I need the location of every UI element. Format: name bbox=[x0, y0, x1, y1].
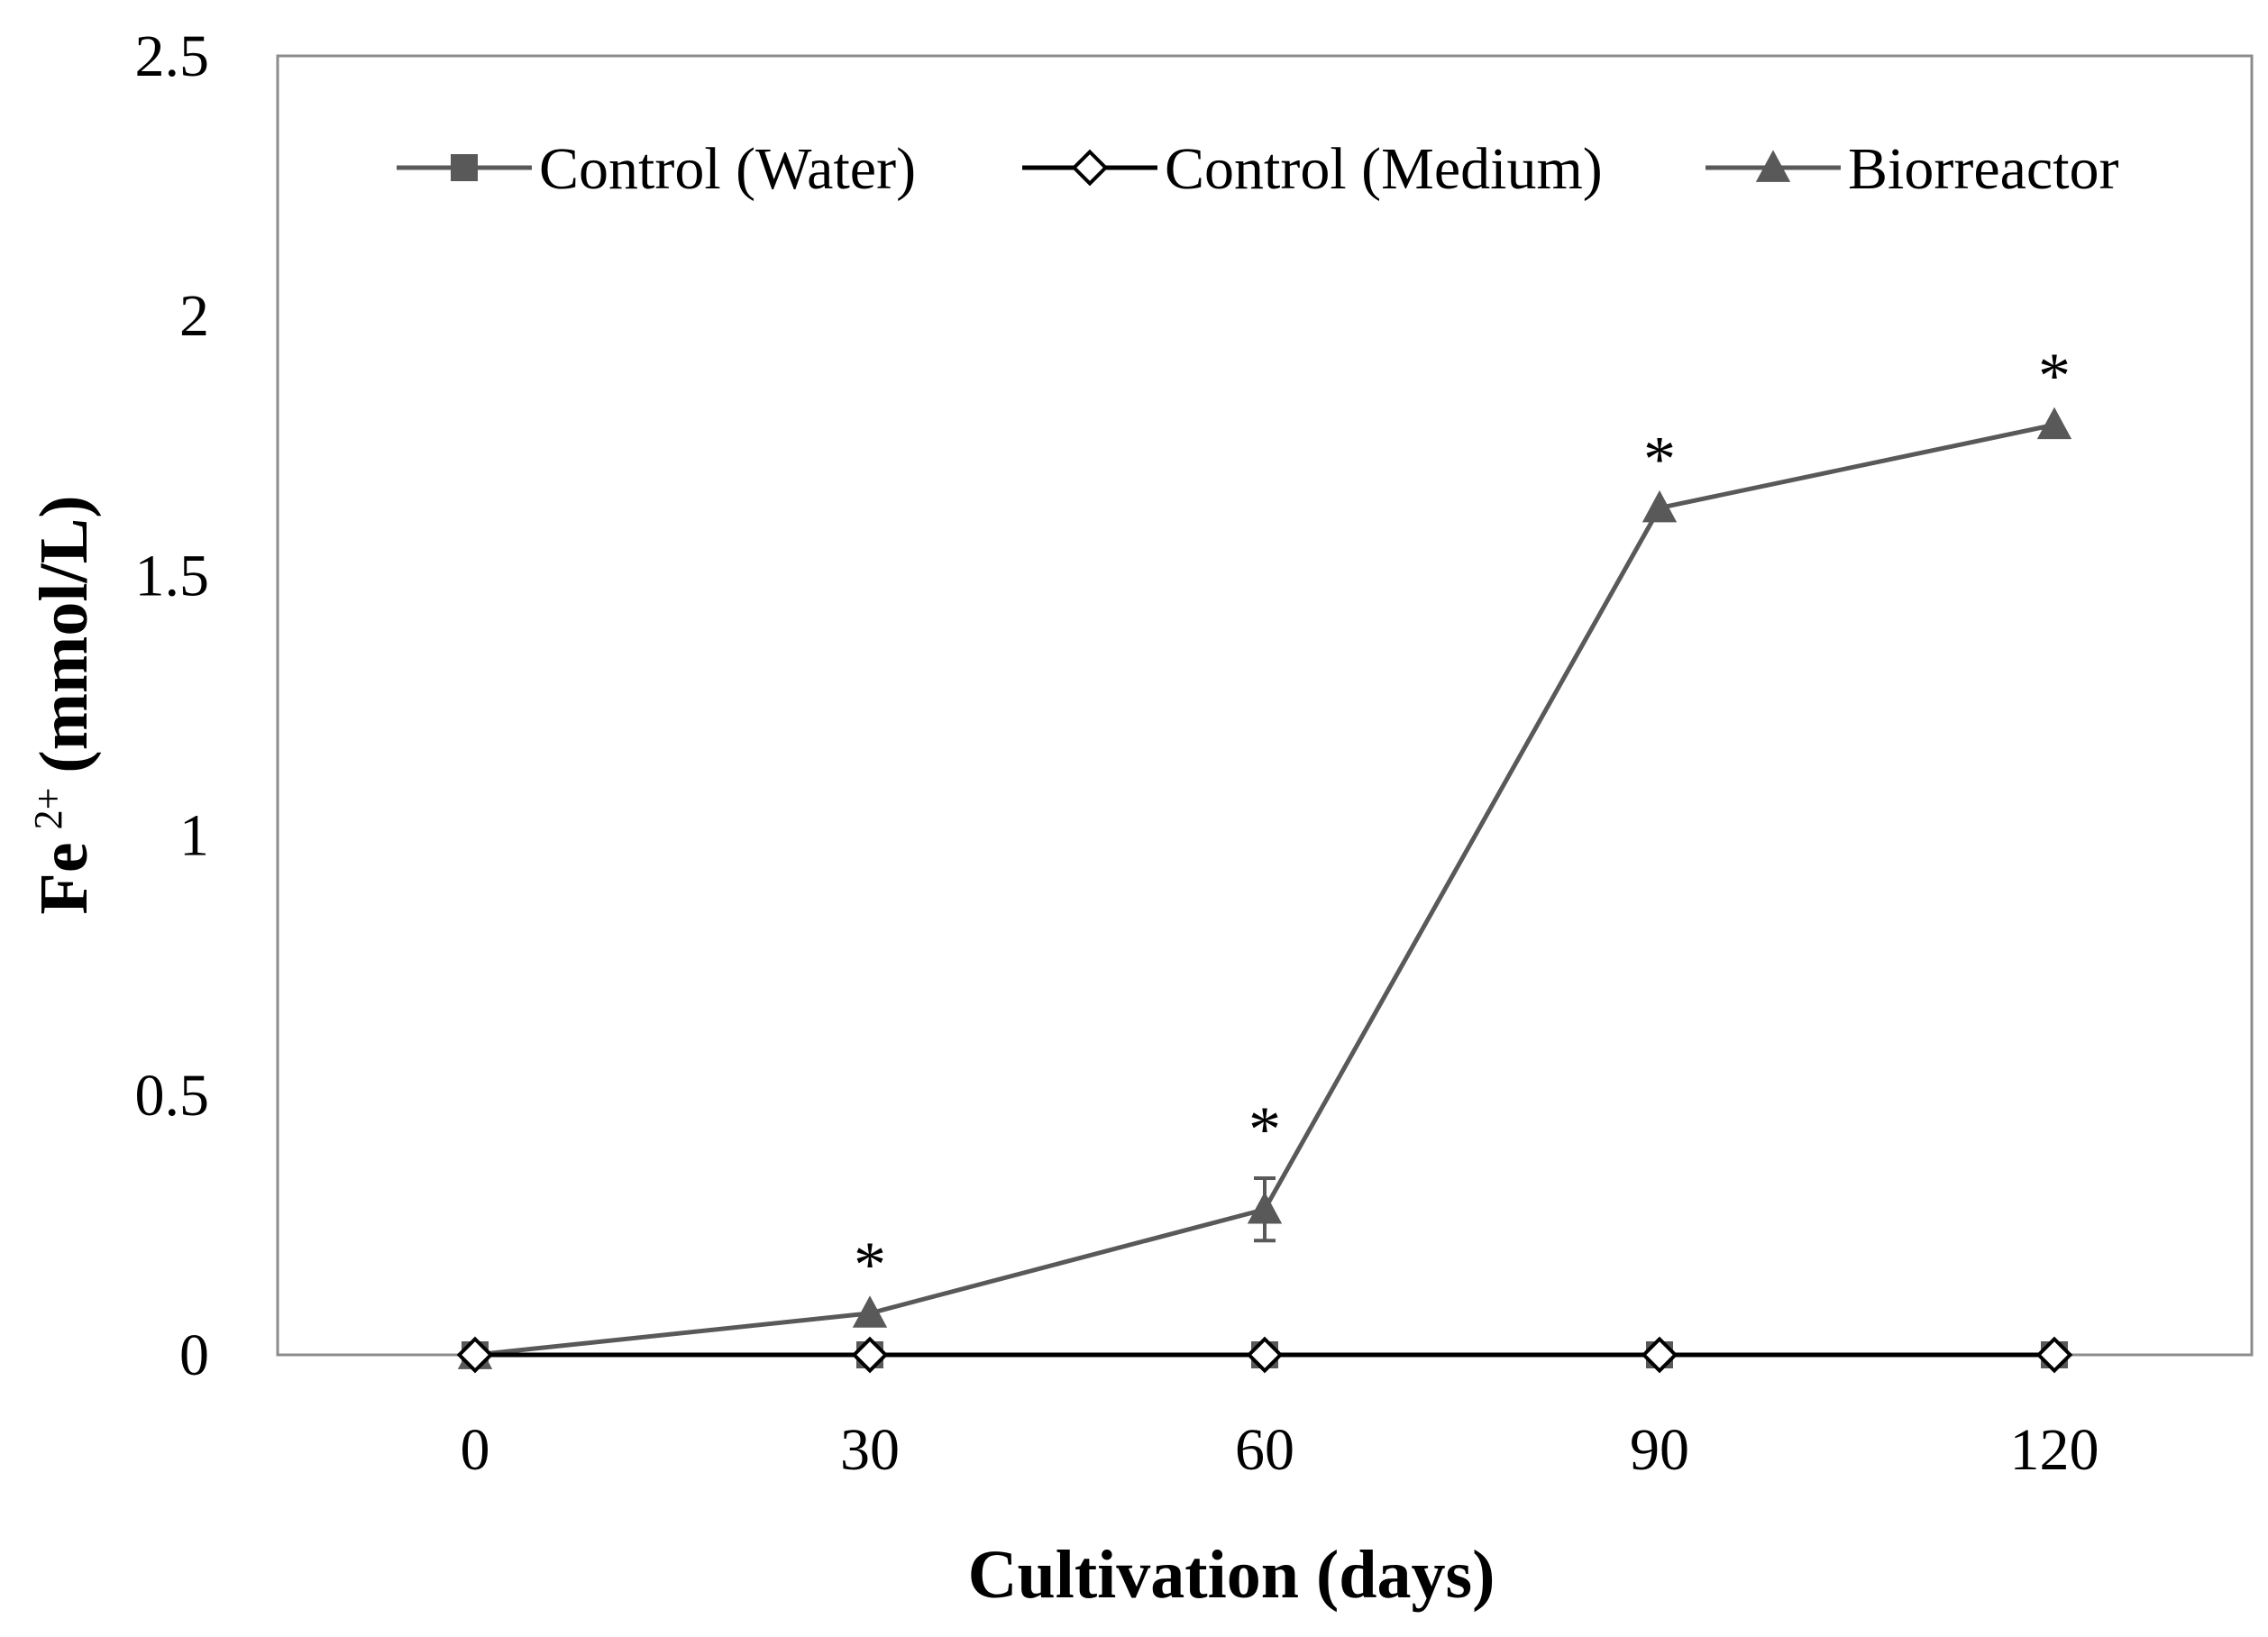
data-point bbox=[1641, 1336, 1678, 1374]
significance-asterisk: * bbox=[854, 1229, 886, 1301]
plot-area-border bbox=[276, 54, 2254, 1357]
y-tick-label: 1.5 bbox=[135, 543, 210, 608]
y-tick-label: 0 bbox=[179, 1322, 209, 1388]
legend-label: Control (Medium) bbox=[1165, 136, 1603, 202]
y-axis-title-superscript: 2+ bbox=[26, 788, 70, 830]
data-point bbox=[456, 1336, 494, 1374]
y-tick-label: 2 bbox=[179, 283, 209, 349]
legend-swatch-marker bbox=[1071, 149, 1109, 187]
legend: Control (Water) Control (Medium) Biorreact… bbox=[397, 136, 2119, 202]
x-tick-label: 0 bbox=[461, 1417, 490, 1483]
legend-label: Control (Water) bbox=[539, 136, 916, 202]
data-point bbox=[851, 1336, 889, 1374]
data-point bbox=[1247, 1192, 1283, 1224]
y-axis-title-unit: (mmol/L) bbox=[26, 495, 102, 773]
data-point bbox=[852, 1295, 888, 1328]
annotations-layer: * * * * bbox=[854, 340, 2071, 1301]
data-point bbox=[2035, 1336, 2073, 1374]
significance-asterisk: * bbox=[2038, 340, 2071, 412]
y-axis-title-symbol: Fe bbox=[26, 842, 102, 914]
x-axis-ticks: 0 30 60 90 120 bbox=[461, 1417, 2099, 1483]
series-control-medium bbox=[456, 1336, 2073, 1374]
legend-swatch-marker bbox=[451, 154, 478, 181]
data-point bbox=[1642, 489, 1678, 523]
y-axis-title: Fe 2+ (mmol/L) bbox=[26, 495, 102, 914]
x-tick-label: 30 bbox=[840, 1417, 900, 1483]
legend-item: Control (Medium) bbox=[1022, 136, 1603, 202]
legend-item: Control (Water) bbox=[397, 136, 916, 202]
x-axis-title: Cultivation (days) bbox=[968, 1537, 1495, 1613]
data-point bbox=[1246, 1336, 1284, 1374]
legend-item: Biorreactor bbox=[1706, 136, 2119, 202]
x-tick-label: 60 bbox=[1235, 1417, 1294, 1483]
y-axis-ticks: 0 0.5 1 1.5 2 2.5 bbox=[135, 23, 210, 1388]
significance-asterisk: * bbox=[1643, 423, 1676, 495]
y-tick-label: 2.5 bbox=[135, 23, 210, 89]
y-tick-label: 1 bbox=[179, 803, 209, 869]
data-point bbox=[2036, 407, 2072, 440]
significance-asterisk: * bbox=[1248, 1093, 1281, 1166]
series-layer bbox=[456, 407, 2073, 1374]
legend-label: Biorreactor bbox=[1848, 136, 2119, 202]
y-tick-label: 0.5 bbox=[135, 1063, 210, 1129]
x-tick-label: 90 bbox=[1630, 1417, 1689, 1483]
x-tick-label: 120 bbox=[2010, 1417, 2099, 1483]
legend-swatch-marker bbox=[1755, 150, 1791, 182]
